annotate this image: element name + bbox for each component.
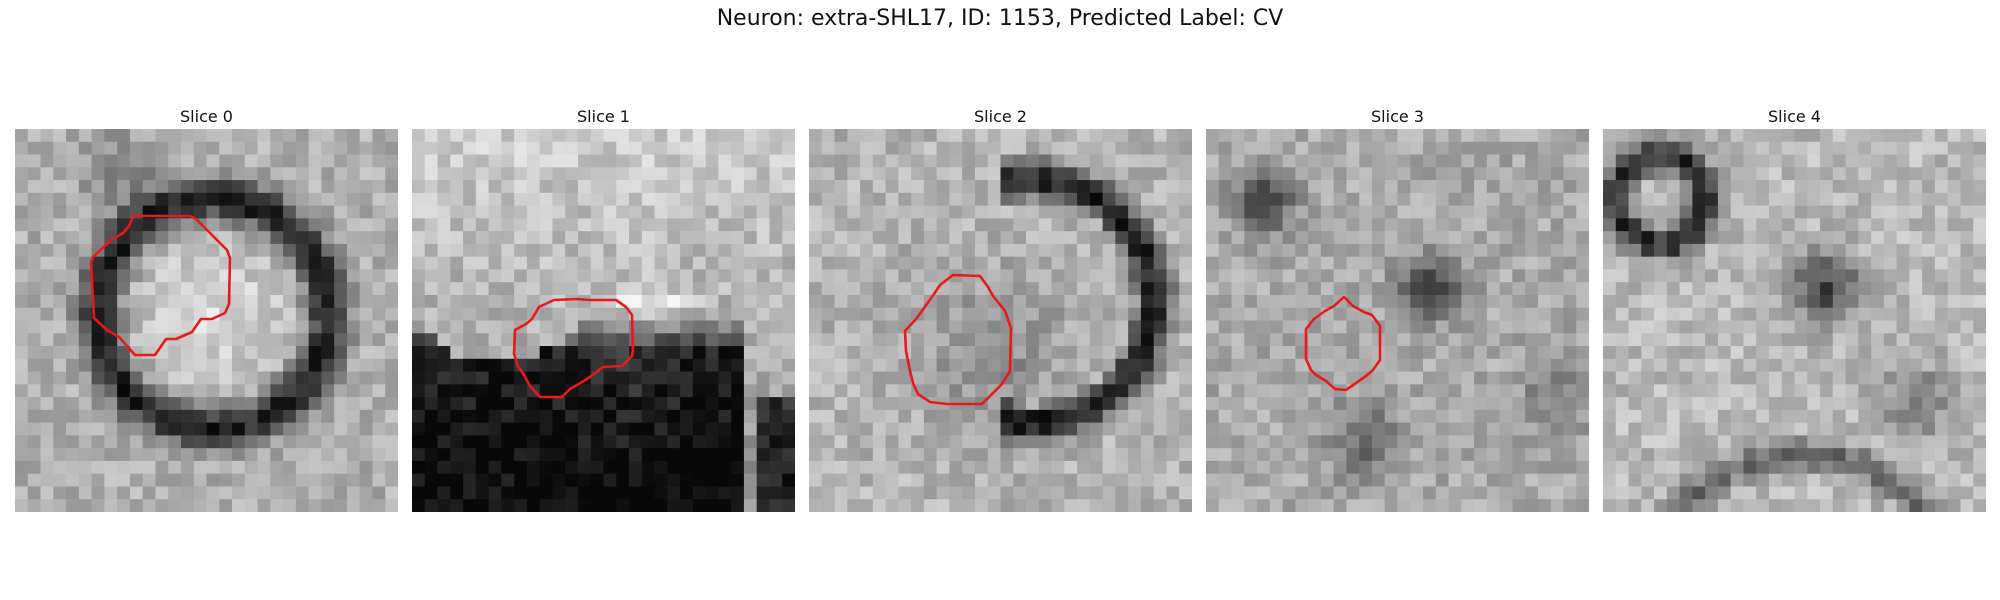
slice-image-4 — [1603, 129, 1986, 512]
slice-panel-0: Slice 0 — [15, 105, 398, 512]
slice-panel-3: Slice 3 — [1206, 105, 1589, 512]
slice-image-3 — [1206, 129, 1589, 512]
slice-image-0 — [15, 129, 398, 512]
roi-contour-2 — [903, 273, 1013, 406]
slice-title-3: Slice 3 — [1371, 107, 1424, 126]
slice-image-2 — [809, 129, 1192, 512]
slice-title-0: Slice 0 — [180, 107, 233, 126]
slice-panel-1: Slice 1 — [412, 105, 795, 512]
slice-image-1 — [412, 129, 795, 512]
slice-panel-2: Slice 2 — [809, 105, 1192, 512]
roi-contour-1 — [512, 297, 635, 399]
slice-panel-4: Slice 4 — [1603, 105, 1986, 512]
roi-contour-0 — [89, 214, 232, 357]
slice-title-1: Slice 1 — [577, 107, 630, 126]
slice-title-4: Slice 4 — [1768, 107, 1821, 126]
roi-contour-3 — [1304, 295, 1382, 392]
figure-title: Neuron: extra-SHL17, ID: 1153, Predicted… — [716, 6, 1284, 31]
slice-title-2: Slice 2 — [974, 107, 1027, 126]
